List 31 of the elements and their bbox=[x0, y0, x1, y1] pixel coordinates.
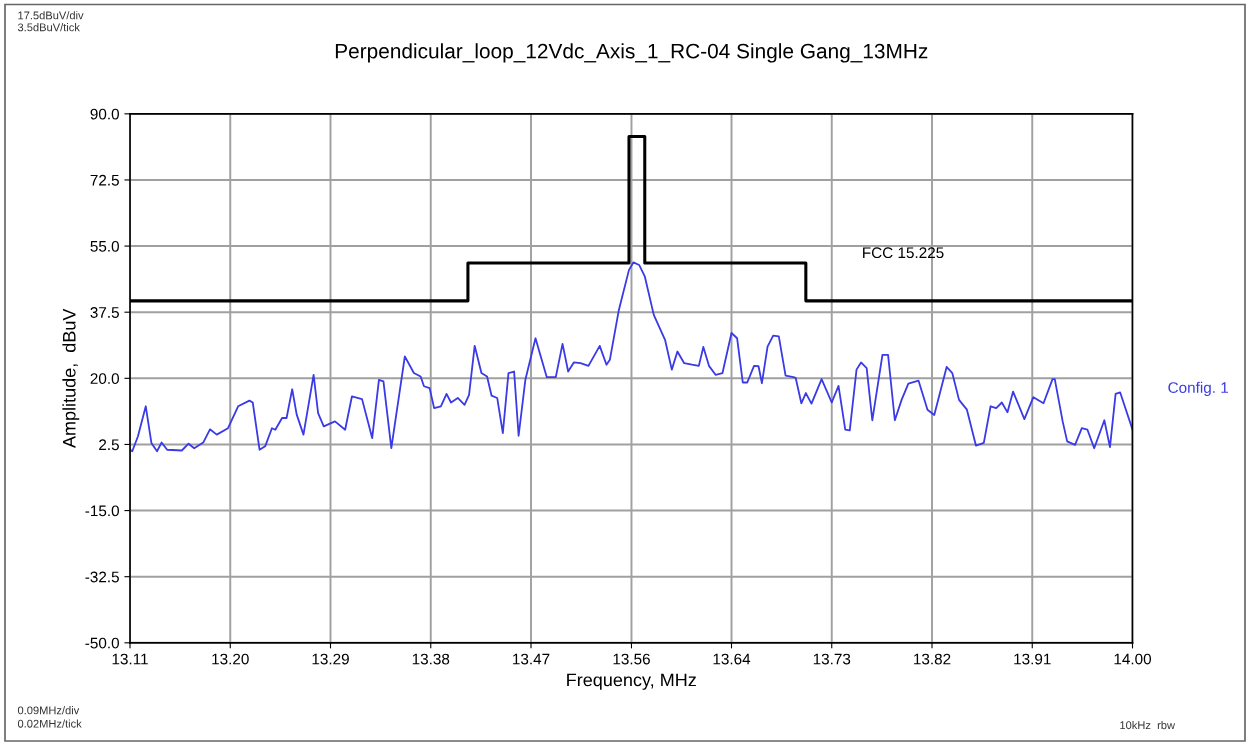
y-tick-label: 2.5 bbox=[99, 439, 119, 451]
text: 0.02MHz/tick bbox=[17, 719, 82, 728]
text: 17.5dBuV/div bbox=[18, 11, 84, 20]
text: Config. 1 bbox=[1168, 381, 1228, 397]
y-tick-label: -32.5 bbox=[85, 571, 119, 583]
x-tick-label: 13.56 bbox=[613, 653, 650, 665]
x-tick-label: 14.00 bbox=[1114, 653, 1152, 665]
x-axis-title: Frequency, MHz bbox=[567, 673, 696, 690]
x-tick-label: 13.47 bbox=[513, 653, 550, 665]
line-series bbox=[130, 261, 1133, 453]
x-tick-label: 13.29 bbox=[312, 653, 349, 665]
x-tick-label: 13.64 bbox=[713, 653, 751, 665]
x-tick-label: 13.20 bbox=[212, 653, 249, 665]
y-tick-label: 55.0 bbox=[90, 240, 119, 252]
x-tick-label: 13.38 bbox=[412, 653, 450, 665]
y-tick-label: -50.0 bbox=[85, 637, 119, 649]
text: 0.09MHz/div bbox=[17, 706, 80, 715]
text: FCC 15.225 bbox=[863, 247, 944, 259]
y-tick-label: 37.5 bbox=[90, 307, 119, 318]
y-tick-label: -15.0 bbox=[85, 505, 119, 517]
x-tick-label: 13.91 bbox=[1014, 653, 1051, 665]
y-axis-title: Amplitude, dBuV bbox=[62, 308, 80, 449]
x-tick-label: 13.82 bbox=[914, 653, 951, 665]
y-tick-label: 20.0 bbox=[90, 373, 119, 385]
chart-title: Perpendicular_loop_12Vdc_Axis_1_RC-04 Single Gang_13MHz bbox=[335, 43, 928, 63]
text: 3.5dBuV/tick bbox=[17, 23, 80, 32]
x-tick-label: 13.11 bbox=[112, 653, 148, 665]
text: 10kHz rbw bbox=[1120, 720, 1176, 730]
y-tick-label: 90.0 bbox=[90, 108, 119, 120]
x-tick-label: 13.73 bbox=[813, 653, 851, 665]
y-tick-label: 72.5 bbox=[90, 174, 119, 186]
